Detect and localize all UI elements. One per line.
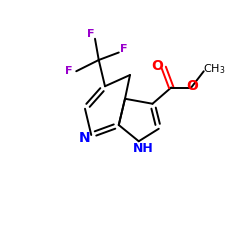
Text: F: F	[87, 29, 94, 39]
Text: CH$_3$: CH$_3$	[203, 62, 226, 76]
Text: F: F	[66, 66, 73, 76]
Text: N: N	[78, 131, 90, 145]
Text: O: O	[151, 58, 163, 72]
Text: F: F	[120, 44, 128, 54]
Text: NH: NH	[134, 142, 154, 155]
Text: O: O	[186, 78, 198, 92]
